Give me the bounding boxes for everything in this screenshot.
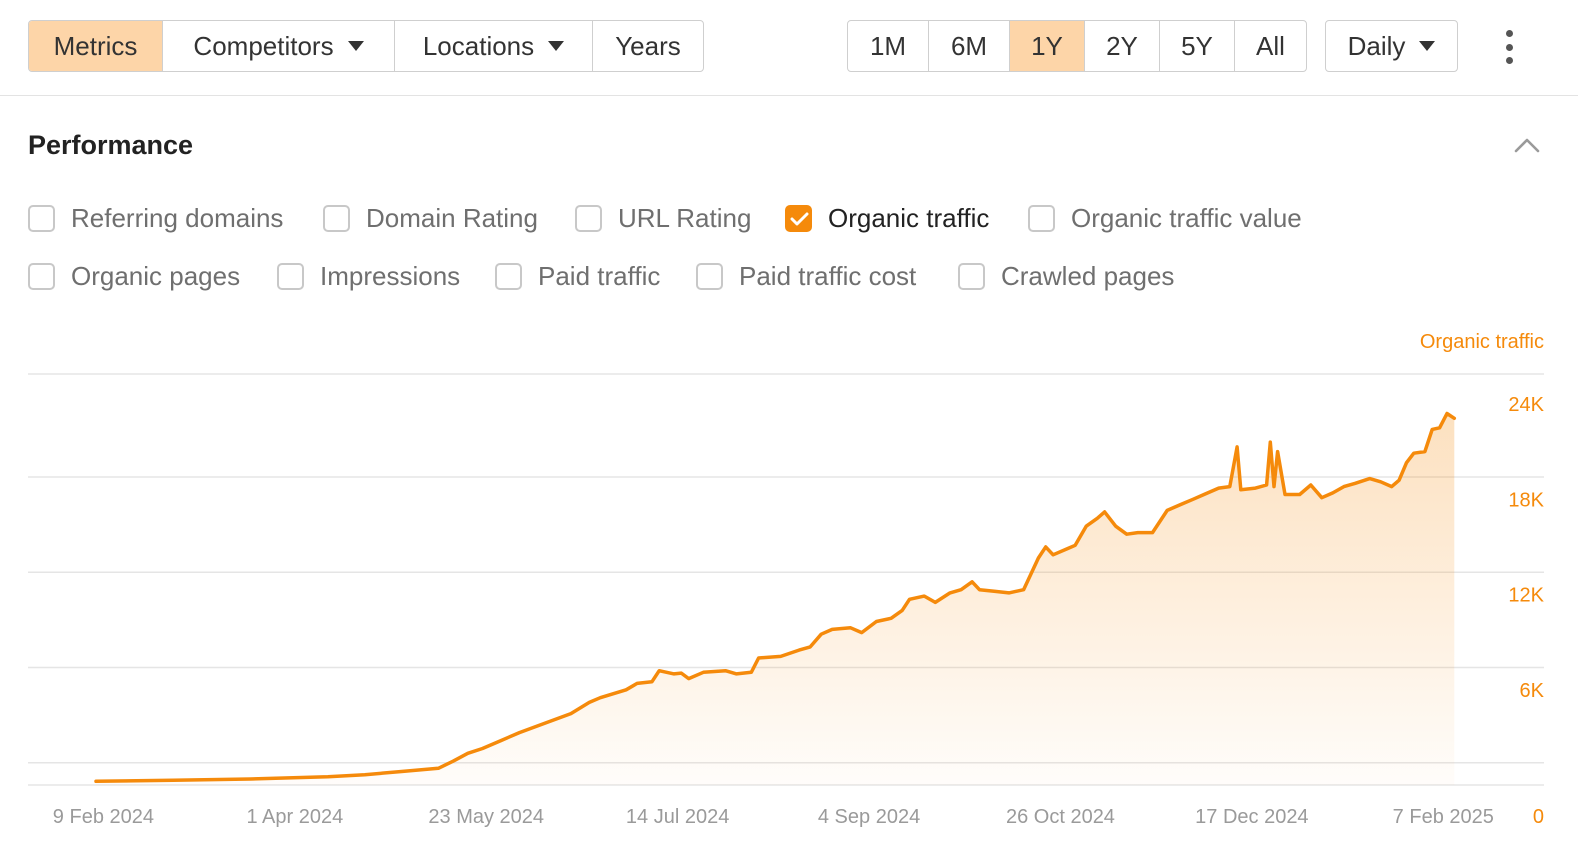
range-6m[interactable]: 6M [929,21,1010,71]
checkbox[interactable] [1028,204,1055,232]
interval-button[interactable]: Daily [1326,21,1457,71]
organic-traffic-line [94,411,1457,784]
range-all-label: All [1256,30,1285,61]
range-5y-label: 5Y [1181,30,1213,61]
metric-label: Paid traffic cost [739,260,917,291]
metric-paid-traffic[interactable]: Paid traffic [495,260,660,292]
caret-down-icon [548,41,565,51]
caret-down-icon [1419,41,1436,51]
metric-domain-rating[interactable]: Domain Rating [323,202,538,234]
metric-label: Referring domains [71,202,284,233]
range-2y[interactable]: 2Y [1085,21,1160,71]
interval-dropdown[interactable]: Daily [1325,20,1458,72]
metric-label: Paid traffic [538,260,661,291]
x-tick-label: 1 Apr 2024 [246,806,343,828]
caret-down-icon [347,41,364,51]
metric-crawled-pages[interactable]: Crawled pages [958,260,1174,292]
range-1y-label: 1Y [1031,30,1063,61]
metric-label: Crawled pages [1001,260,1175,291]
metric-organic-traffic-value[interactable]: Organic traffic value [1028,202,1302,234]
y-axis-title: Organic traffic [1420,331,1544,353]
checkbox[interactable] [495,262,522,290]
metric-referring-domains[interactable]: Referring domains [28,202,283,234]
metric-paid-traffic-cost[interactable]: Paid traffic cost [696,260,916,292]
x-tick-label: 4 Sep 2024 [818,806,920,828]
x-tick-label: 14 Jul 2024 [626,806,729,828]
y-axis-ticks: 24K 18K 12K 6K 0 [1508,394,1544,828]
range-6m-label: 6M [950,30,988,61]
tab-years-label: Years [615,30,681,61]
checkbox[interactable] [575,204,602,232]
toolbar: Metrics Competitors Locations Years 1M 6… [0,0,1578,96]
metric-organic-pages[interactable]: Organic pages [28,260,240,292]
x-tick-label: 9 Feb 2024 [53,806,154,828]
section-title: Performance [28,130,194,160]
vertical-dots-icon[interactable] [1500,30,1518,64]
metric-organic-traffic[interactable]: Organic traffic [785,202,989,234]
metric-label: Domain Rating [366,202,538,233]
metric-url-rating[interactable]: URL Rating [575,202,751,234]
x-axis-ticks: 9 Feb 2024 1 Apr 2024 23 May 2024 14 Jul 20… [53,806,1494,828]
locations-label: Locations [422,30,535,61]
range-1m[interactable]: 1M [848,21,929,71]
competitors-label: Competitors [193,30,334,61]
y-tick-label: 24K [1508,394,1544,416]
range-selector: 1M 6M 1Y 2Y 5Y All [847,20,1307,72]
metric-label: Impressions [320,260,461,291]
range-2y-label: 2Y [1106,30,1138,61]
metric-impressions[interactable]: Impressions [277,260,460,292]
checkbox[interactable] [696,262,723,290]
x-tick-label: 17 Dec 2024 [1195,806,1308,828]
checkbox[interactable] [28,204,55,232]
checkbox[interactable] [28,262,55,290]
x-tick-label: 7 Feb 2025 [1393,806,1494,828]
organic-traffic-area [96,413,1455,785]
checkbox[interactable] [958,262,985,290]
chevron-up-icon[interactable] [1514,136,1540,154]
range-5y[interactable]: 5Y [1160,21,1235,71]
locations-dropdown[interactable]: Locations [395,21,593,71]
range-1m-label: 1M [869,30,907,61]
competitors-dropdown[interactable]: Competitors [163,21,395,71]
checkmark-icon [790,212,809,225]
y-tick-label: 18K [1508,489,1544,511]
checkbox-checked[interactable] [785,204,812,232]
metric-label: Organic traffic value [1071,202,1302,233]
x-tick-label: 26 Oct 2024 [1006,806,1115,828]
metric-label: URL Rating [618,202,752,233]
view-tabs: Metrics Competitors Locations Years [28,20,704,72]
y-tick-label: 12K [1508,585,1544,607]
range-1y[interactable]: 1Y [1010,21,1085,71]
range-all[interactable]: All [1235,21,1306,71]
tab-metrics-label: Metrics [53,30,138,61]
checkbox[interactable] [277,262,304,290]
y-tick-label: 6K [1520,680,1545,702]
checkbox[interactable] [323,204,350,232]
x-tick-label: 23 May 2024 [428,806,544,828]
y-tick-label: 0 [1533,806,1544,828]
tab-years[interactable]: Years [593,21,703,71]
tab-metrics[interactable]: Metrics [29,21,163,71]
interval-label: Daily [1347,30,1406,61]
metric-label: Organic pages [71,260,241,291]
metric-label: Organic traffic [828,202,990,233]
organic-traffic-chart: 24K 18K 12K 6K 0 9 Feb 2024 1 Apr 2024 23 May … [28,331,1545,828]
